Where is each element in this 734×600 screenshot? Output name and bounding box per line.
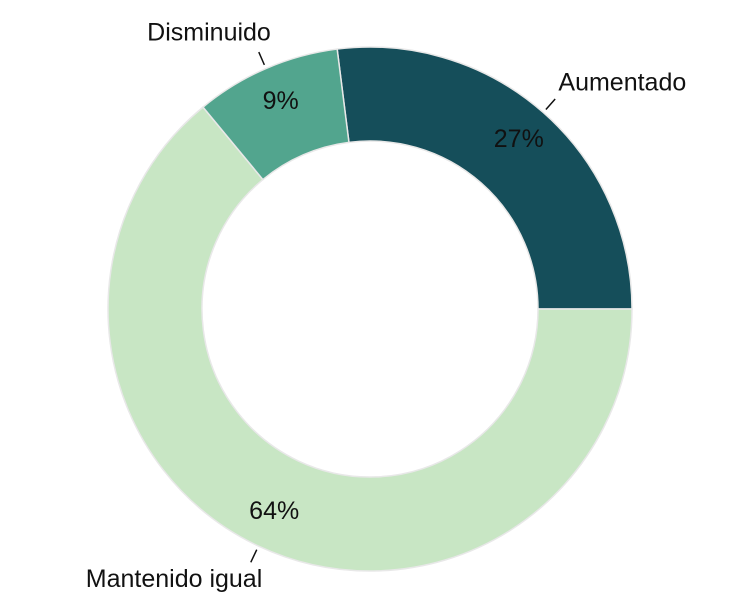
donut-segment xyxy=(336,46,633,310)
leader-line xyxy=(258,51,266,66)
donut-segment xyxy=(107,106,633,572)
value-label: 27% xyxy=(494,125,544,153)
value-label: 9% xyxy=(263,87,299,115)
value-label: 64% xyxy=(249,497,299,525)
donut-segment xyxy=(201,48,350,181)
category-label: Disminuido xyxy=(147,18,271,46)
category-label: Aumentado xyxy=(558,69,686,97)
category-label: Mantenido igual xyxy=(86,565,263,593)
leader-line xyxy=(545,98,556,110)
leader-line xyxy=(250,549,258,563)
